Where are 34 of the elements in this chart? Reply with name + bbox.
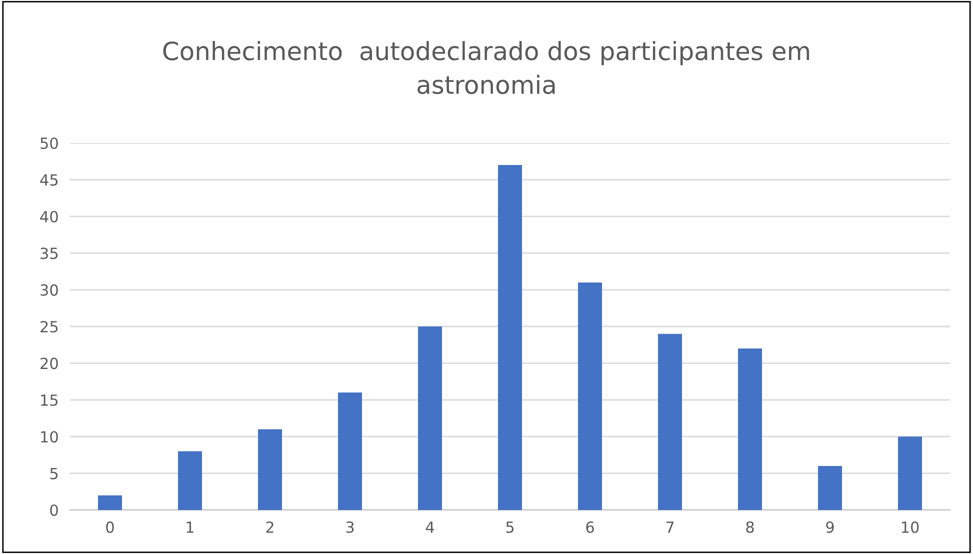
y-tick-label: 45 <box>40 174 58 186</box>
x-tick-label: 8 <box>746 521 754 533</box>
bar <box>98 495 122 510</box>
x-tick-label: 9 <box>826 521 834 533</box>
bar <box>418 326 442 510</box>
x-tick-label: 10 <box>902 521 919 533</box>
x-tick-label: 5 <box>506 522 514 533</box>
bar <box>178 451 202 510</box>
x-tick-label: 3 <box>346 521 354 533</box>
bar <box>498 165 522 510</box>
bar <box>898 436 922 510</box>
bar <box>258 429 282 510</box>
y-tick-label: 15 <box>41 394 58 406</box>
y-tick-label: 10 <box>41 431 58 443</box>
x-tick-label: 4 <box>426 522 434 533</box>
y-tick-label: 0 <box>50 504 58 516</box>
x-tick-label: 2 <box>266 521 274 533</box>
bar <box>738 348 762 510</box>
bar <box>818 466 842 510</box>
y-tick-label: 40 <box>40 210 58 222</box>
y-tick-label: 5 <box>50 468 58 480</box>
bar <box>658 334 682 510</box>
x-tick-label: 6 <box>586 521 594 533</box>
y-tick-label: 30 <box>40 284 58 296</box>
y-tick-label: 35 <box>40 248 58 260</box>
chart-title: Conhecimento autodeclarado dos participantes em astronomia <box>163 41 810 94</box>
x-tick-label: 7 <box>666 522 674 533</box>
x-tick-label: 0 <box>106 521 114 533</box>
y-tick-label: 20 <box>40 358 58 370</box>
bar <box>578 282 602 510</box>
y-tick-label: 25 <box>40 320 58 333</box>
x-tick-label: 1 <box>186 522 194 533</box>
y-tick-label: 50 <box>40 137 58 150</box>
bar <box>338 392 362 510</box>
